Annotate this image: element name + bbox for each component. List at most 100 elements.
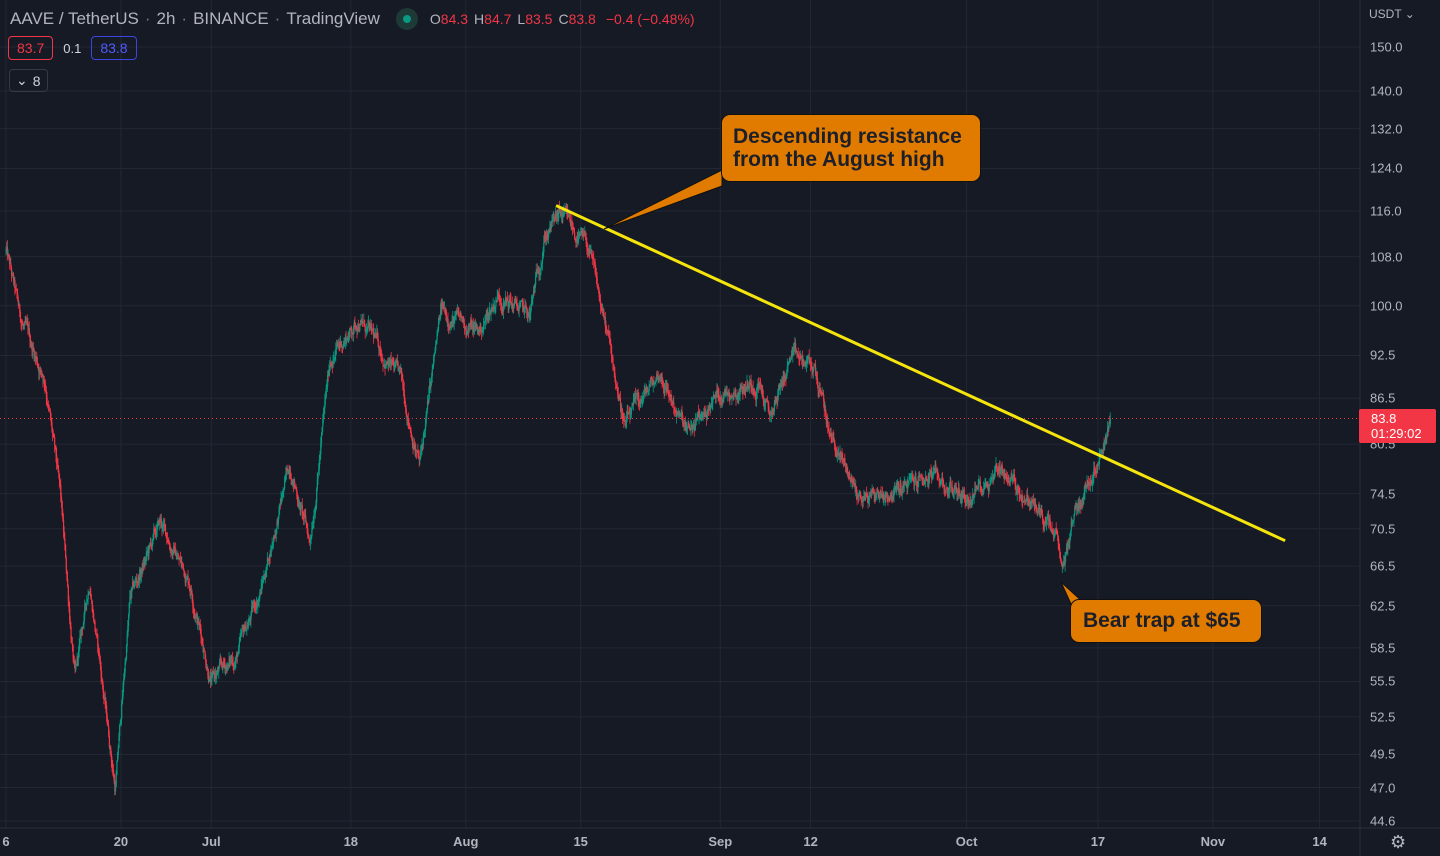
candle: [338, 343, 340, 345]
candle: [795, 343, 797, 350]
interval[interactable]: 2h: [156, 9, 176, 28]
candle: [305, 515, 307, 522]
candle: [511, 303, 513, 306]
candle: [428, 384, 431, 394]
candle: [121, 704, 123, 719]
candle: [391, 359, 393, 364]
candle: [799, 358, 801, 360]
candle: [485, 319, 487, 322]
candle: [981, 492, 984, 494]
candle: [583, 234, 585, 236]
candle: [1020, 495, 1022, 498]
candle: [777, 390, 780, 394]
market-status-icon[interactable]: [395, 8, 418, 30]
candle: [1071, 522, 1073, 525]
candle: [707, 407, 709, 412]
candle: [172, 550, 174, 555]
candle: [925, 477, 927, 481]
candle: [972, 493, 974, 501]
candle: [705, 411, 707, 417]
candle: [96, 634, 98, 636]
candle: [169, 548, 171, 550]
candle: [845, 464, 847, 466]
candle: [268, 560, 270, 562]
candle: [905, 481, 907, 485]
candle: [969, 500, 971, 506]
callout-resistance[interactable]: Descending resistance from the August hi…: [721, 114, 981, 182]
indicators-toggle-button[interactable]: ⌄ 8: [9, 69, 48, 92]
candle: [584, 233, 587, 238]
candle: [421, 444, 423, 449]
candle: [927, 479, 929, 481]
candle: [771, 413, 773, 415]
candle: [474, 326, 477, 328]
candle: [569, 219, 572, 226]
candle: [480, 325, 482, 331]
candle: [851, 476, 853, 482]
candle: [652, 382, 654, 386]
candle: [277, 521, 279, 525]
sell-button[interactable]: 83.7: [8, 36, 54, 60]
candle: [198, 623, 200, 625]
trendline[interactable]: [555, 204, 1286, 543]
currency-selector[interactable]: USDT ⌄: [1369, 7, 1415, 21]
candle: [155, 532, 157, 536]
candle: [373, 335, 375, 337]
candle: [146, 552, 148, 554]
candle: [68, 600, 70, 609]
candle: [548, 230, 550, 232]
candle: [265, 569, 267, 578]
candle: [164, 524, 167, 533]
candle: [784, 377, 786, 382]
buy-button[interactable]: 83.8: [91, 36, 137, 60]
symbol-name[interactable]: AAVE / TetherUS: [10, 9, 139, 28]
callout-bear-trap[interactable]: Bear trap at $65: [1070, 599, 1262, 643]
candle: [664, 388, 666, 393]
candle: [348, 330, 351, 338]
candle: [671, 401, 674, 405]
candle: [766, 400, 769, 403]
candle: [836, 453, 838, 458]
candle: [649, 378, 652, 385]
candle: [85, 603, 87, 606]
candle: [476, 324, 478, 329]
candle: [657, 376, 659, 378]
candle: [456, 312, 458, 314]
candle: [823, 401, 825, 410]
candle: [424, 430, 426, 432]
candle: [1035, 504, 1038, 512]
price-tick-label: 132.0: [1370, 121, 1403, 137]
candle: [649, 384, 651, 387]
candle: [959, 495, 962, 497]
candle: [971, 500, 973, 505]
candle: [621, 409, 623, 412]
candle: [1063, 562, 1065, 567]
candle: [659, 378, 661, 380]
candle: [539, 273, 541, 275]
candle: [335, 349, 337, 355]
candle: [398, 366, 401, 369]
candle: [108, 736, 111, 748]
gear-icon[interactable]: ⚙: [1390, 832, 1407, 852]
candle: [47, 404, 49, 406]
candle: [370, 323, 372, 327]
candle: [28, 328, 30, 337]
candle: [354, 321, 356, 326]
candle: [240, 632, 243, 636]
candle: [1076, 508, 1079, 511]
candle: [15, 288, 17, 290]
candle: [973, 495, 975, 497]
candle: [961, 497, 963, 501]
candle: [816, 372, 818, 378]
candle: [210, 679, 212, 683]
candle: [744, 388, 746, 391]
candle: [423, 431, 425, 437]
candle: [751, 387, 754, 389]
candle: [377, 338, 379, 347]
candle: [1079, 503, 1081, 505]
candle: [691, 424, 693, 427]
candle: [309, 538, 311, 543]
candle: [134, 580, 137, 584]
candle: [1069, 533, 1071, 543]
